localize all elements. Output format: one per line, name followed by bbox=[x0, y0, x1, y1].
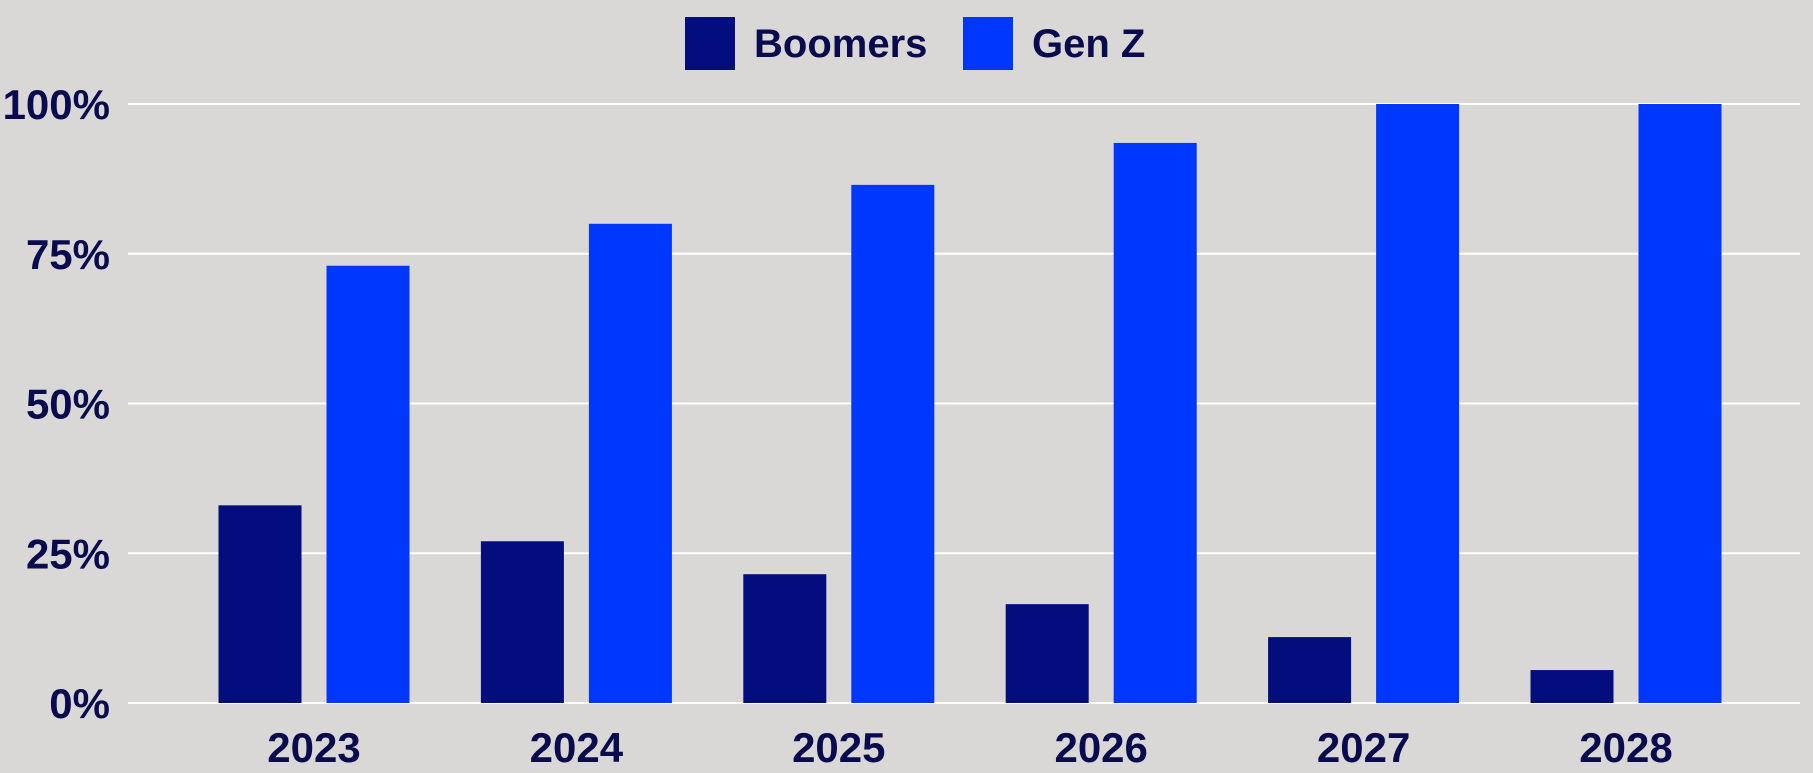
x-tick-label: 2025 bbox=[792, 724, 885, 771]
y-axis-ticks: 0% 25% 50% 75% 100% bbox=[3, 81, 110, 727]
x-tick-label: 2027 bbox=[1317, 724, 1410, 771]
bar-boomers-2023 bbox=[218, 505, 302, 703]
bar-gen-z-2027 bbox=[1376, 104, 1460, 703]
legend-label-gen-z: Gen Z bbox=[1032, 22, 1145, 66]
bar-gen-z-2024 bbox=[588, 223, 672, 704]
x-tick-label: 2028 bbox=[1579, 724, 1672, 771]
bar-gen-z-2026 bbox=[1113, 142, 1197, 703]
x-axis-ticks: 2023 2024 2025 2026 2027 2028 bbox=[267, 724, 1672, 771]
x-tick-label: 2024 bbox=[530, 724, 624, 771]
bar-boomers-2028 bbox=[1530, 670, 1614, 703]
bar-gen-z-2023 bbox=[326, 265, 410, 703]
bars bbox=[218, 104, 1722, 704]
y-tick-label: 75% bbox=[26, 231, 110, 278]
x-tick-label: 2023 bbox=[267, 724, 360, 771]
x-tick-label: 2026 bbox=[1054, 724, 1147, 771]
bar-gen-z-2028 bbox=[1638, 104, 1722, 703]
bar-gen-z-2025 bbox=[851, 184, 935, 704]
y-tick-label: 100% bbox=[3, 81, 110, 128]
legend-label-boomers: Boomers bbox=[754, 22, 927, 66]
y-tick-label: 25% bbox=[26, 530, 110, 577]
bar-boomers-2024 bbox=[480, 541, 564, 703]
legend-swatch-boomers bbox=[685, 17, 735, 70]
y-tick-label: 0% bbox=[49, 680, 110, 727]
y-tick-label: 50% bbox=[26, 381, 110, 428]
legend: Boomers Gen Z bbox=[685, 17, 1145, 70]
bar-boomers-2025 bbox=[743, 574, 827, 703]
bar-boomers-2027 bbox=[1268, 637, 1352, 703]
bar-boomers-2026 bbox=[1005, 604, 1089, 703]
legend-swatch-gen-z bbox=[963, 17, 1013, 70]
